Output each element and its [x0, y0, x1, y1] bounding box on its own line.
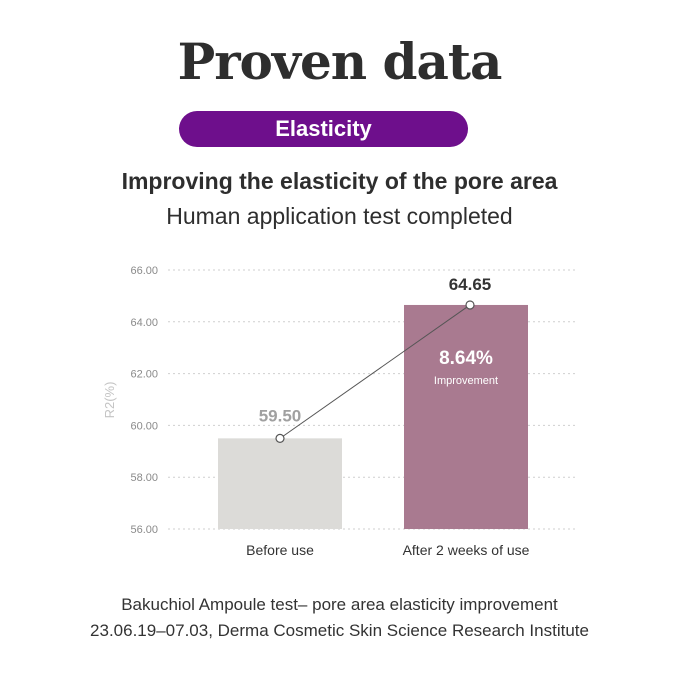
x-tick-label: After 2 weeks of use — [403, 542, 530, 558]
footnote-line-2: 23.06.19–07.03, Derma Cosmetic Skin Scie… — [90, 621, 589, 640]
y-tick-label: 66.00 — [130, 265, 158, 277]
data-label: 59.50 — [259, 406, 302, 425]
y-tick-label: 58.00 — [130, 472, 158, 484]
bar — [218, 438, 342, 529]
y-tick-label: 62.00 — [130, 369, 158, 381]
subheadline: Human application test completed — [166, 203, 513, 229]
data-point — [465, 300, 475, 310]
data-point — [275, 433, 285, 443]
improvement-label: Improvement — [434, 375, 498, 387]
data-label: 64.65 — [449, 275, 492, 294]
y-tick-label: 56.00 — [130, 524, 158, 536]
improvement-value: 8.64% — [439, 348, 493, 369]
headline: Improving the elasticity of the pore are… — [121, 168, 558, 194]
footnote: Bakuchiol Ampoule test– pore area elasti… — [0, 592, 679, 644]
bar-chart: 56.00 58.00 60.00 62.00 64.00 66.00 R2(%) Bef… — [102, 265, 577, 558]
y-tick-label: 64.00 — [130, 317, 158, 329]
y-axis-label: R2(%) — [102, 382, 117, 419]
page-title: Proven data — [177, 32, 503, 91]
trend-line — [279, 304, 471, 439]
category-badge: Elasticity — [179, 111, 468, 147]
bar — [404, 304, 528, 529]
footnote-line-1: Bakuchiol Ampoule test– pore area elasti… — [121, 595, 558, 614]
x-tick-label: Before use — [246, 542, 314, 558]
y-tick-label: 60.00 — [130, 420, 158, 432]
